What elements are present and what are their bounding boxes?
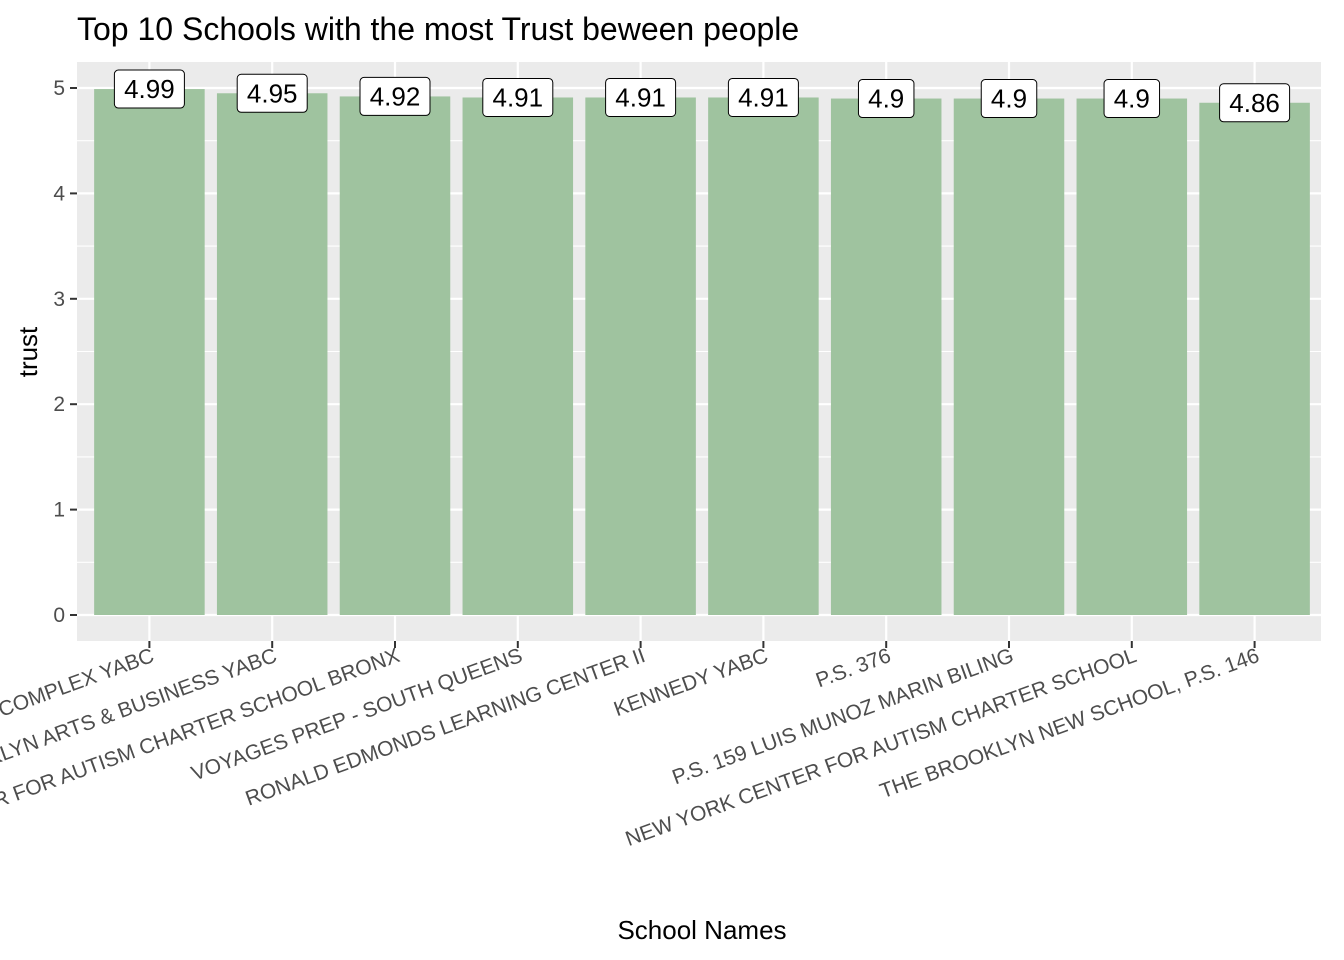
- value-label-box: [1103, 79, 1161, 119]
- value-label: 4.9: [868, 84, 904, 114]
- value-label-box: [605, 77, 677, 117]
- y-tick-label: 1: [53, 499, 65, 522]
- value-label: 4.92: [370, 81, 421, 111]
- bar: [585, 97, 696, 615]
- value-label: 4.9: [1114, 84, 1150, 114]
- x-axis-title: School Names: [617, 915, 786, 945]
- value-label: 4.99: [124, 74, 175, 104]
- value-label: 4.91: [615, 82, 666, 112]
- y-axis: 0 1 2 3 4 5: [53, 77, 77, 627]
- bar: [462, 97, 574, 615]
- y-tick-label: 2: [53, 393, 65, 416]
- bar: [94, 89, 205, 615]
- value-labels: 4.99 4.95 4.92 4.91 4.91 4.91 4.9 4.9 4.9 4.86: [113, 69, 1291, 123]
- value-label-box: [727, 77, 799, 117]
- value-label-box: [857, 79, 915, 119]
- value-label: 4.91: [492, 82, 543, 112]
- bar: [708, 97, 819, 615]
- y-tick-label: 0: [53, 604, 65, 627]
- value-label-box: [482, 77, 554, 117]
- y-tick-label: 5: [53, 77, 65, 100]
- bar: [1199, 102, 1310, 616]
- bar: [830, 98, 942, 616]
- y-axis-title: trust: [13, 326, 43, 377]
- bar: [339, 96, 451, 615]
- value-label-box: [113, 69, 185, 109]
- bar: [1076, 98, 1188, 616]
- bars: [94, 89, 1310, 616]
- value-label-box: [1219, 83, 1291, 123]
- value-label: 4.86: [1229, 88, 1280, 118]
- value-label: 4.91: [738, 82, 789, 112]
- value-label-box: [236, 73, 308, 113]
- bar: [216, 93, 328, 615]
- value-label: 4.9: [991, 84, 1027, 114]
- value-label: 4.95: [247, 78, 298, 108]
- y-tick-label: 3: [53, 288, 65, 311]
- value-label-box: [980, 79, 1038, 119]
- y-tick-label: 4: [53, 182, 65, 205]
- bar: [953, 98, 1065, 616]
- chart-title: Top 10 Schools with the most Trust bewee…: [77, 11, 799, 47]
- value-label-box: [359, 76, 431, 116]
